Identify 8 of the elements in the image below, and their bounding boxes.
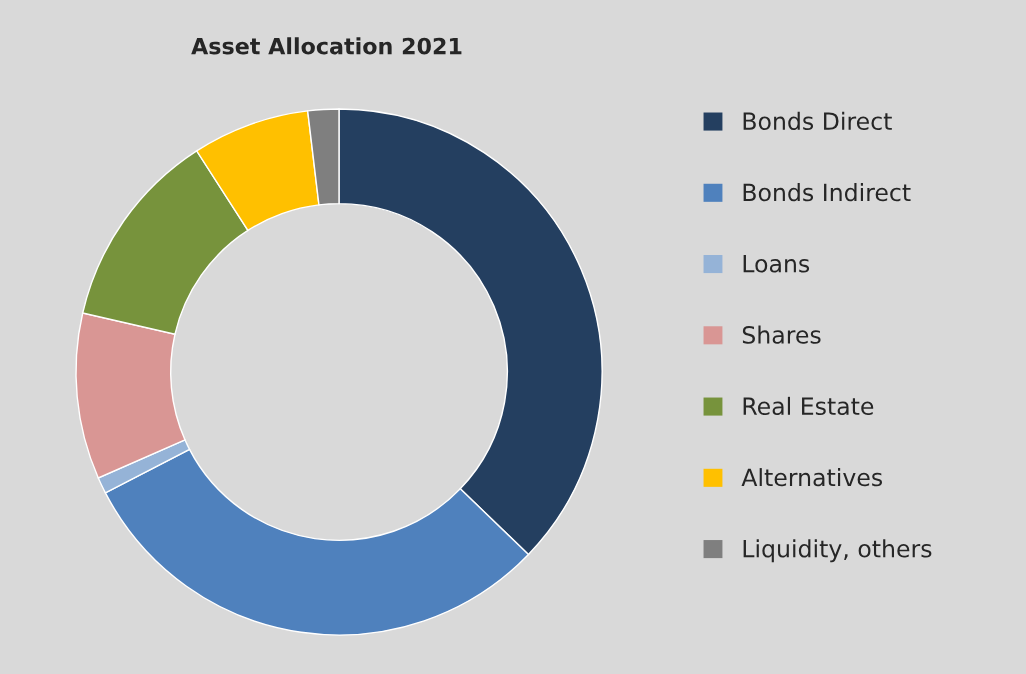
- legend-label: Bonds Indirect: [743, 183, 911, 202]
- legend-label: Liquidity, others: [743, 539, 932, 563]
- chart-title: Asset Allocation 2021: [191, 37, 462, 55]
- legend-label: Real Estate: [743, 396, 874, 416]
- legend-label: Loans: [743, 255, 810, 273]
- legend-label: Bonds Direct: [743, 111, 892, 131]
- legend-label: Alternatives: [741, 468, 883, 487]
- legend-label: Shares: [742, 325, 821, 344]
